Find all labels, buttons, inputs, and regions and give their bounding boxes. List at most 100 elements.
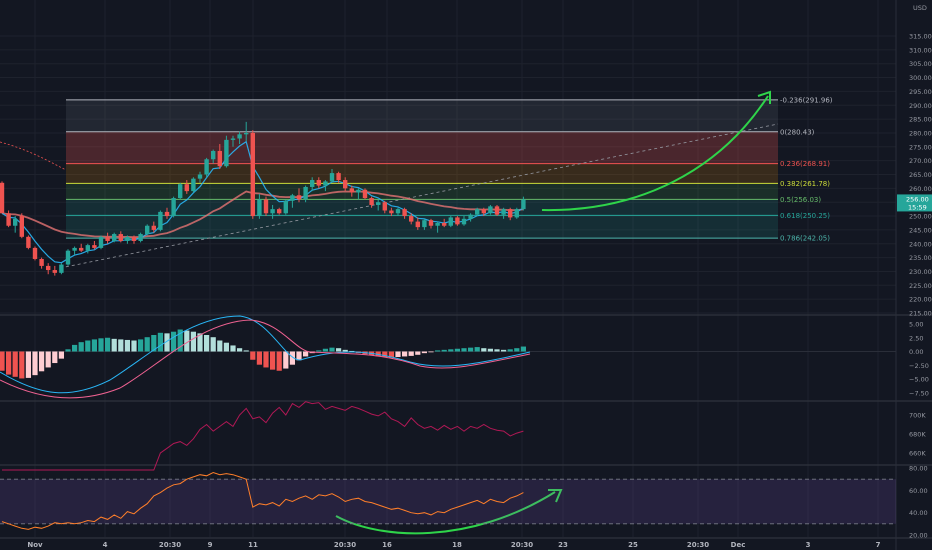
rsi-arc-annotation-icon — [335, 491, 556, 535]
fib-level-label-6: 0.786(242.05) — [780, 235, 830, 243]
candle-body-66 — [435, 222, 440, 226]
obv-tick-1: 680K — [909, 431, 926, 439]
macd-histogram-bar-13 — [85, 340, 91, 352]
macd-histogram-bar-2 — [12, 351, 18, 377]
price-tick-16: 235.00 — [909, 254, 932, 262]
up-arrow-head-icon — [757, 90, 771, 104]
macd-histogram-bar-20 — [131, 340, 137, 352]
macd-tick-1: 2.50 — [909, 334, 923, 342]
candle-body-16 — [105, 236, 110, 241]
candle-body-21 — [138, 234, 143, 241]
fib-retracement[interactable]: -0.236(291.96) 0(280.43) 0.236(268.91) 0.38… — [0, 96, 833, 269]
macd-histogram-bar-18 — [118, 339, 124, 352]
macd-histogram-bar-17 — [111, 338, 117, 352]
obv-tick-0: 700K — [909, 412, 926, 420]
macd-histogram-bar-22 — [144, 337, 150, 352]
candle-body-15 — [98, 236, 104, 248]
macd-tick-3: −2.50 — [909, 362, 929, 370]
candle-body-67 — [442, 222, 447, 226]
macd-histogram-bar-46 — [303, 351, 309, 357]
candle-body-65 — [428, 220, 434, 226]
macd-histogram-bar-0 — [0, 351, 5, 371]
macd-histogram-bar-62 — [408, 351, 414, 356]
macd-histogram-bar-59 — [388, 351, 394, 358]
rsi-tick-1: 60.00 — [909, 487, 928, 495]
macd-histogram-bar-74 — [487, 348, 493, 352]
obv-pane — [2, 401, 524, 471]
candle-body-18 — [118, 234, 123, 241]
macd-histogram-bar-24 — [157, 332, 163, 352]
candle-body-2 — [13, 218, 18, 226]
price-tick-19: 220.00 — [909, 296, 932, 304]
candle-body-54 — [356, 189, 361, 193]
macd-histogram-bar-58 — [382, 351, 388, 357]
candle-body-55 — [362, 189, 368, 199]
candle-body-61 — [402, 209, 407, 217]
time-tick-4: 11 — [248, 541, 258, 549]
price-tick-9: 270.00 — [909, 157, 932, 165]
candle-body-58 — [382, 202, 387, 211]
candle-body-12 — [79, 247, 84, 251]
macd-histogram-bar-41 — [270, 351, 276, 370]
candle-body-34 — [224, 139, 229, 167]
current-price-label: 256.00 — [906, 195, 929, 203]
candle-body-63 — [415, 221, 420, 228]
price-tick-3: 300.00 — [909, 74, 932, 82]
macd-histogram-bar-16 — [105, 337, 111, 352]
price-tick-18: 225.00 — [909, 282, 932, 290]
candle-body-8 — [52, 270, 57, 273]
time-tick-0: Nov — [27, 541, 43, 549]
macd-histogram-bar-26 — [171, 331, 177, 352]
macd-histogram-bar-34 — [223, 342, 229, 352]
candle-body-29 — [191, 178, 196, 192]
trend-line — [59, 123, 779, 269]
price-axis[interactable]: USD 315.00 310.00 305.00 300.00 295.00 290.00 2… — [897, 4, 932, 540]
candle-body-64 — [422, 220, 427, 228]
macd-histogram-bar-39 — [256, 351, 262, 365]
macd-histogram-bar-70 — [461, 348, 467, 352]
macd-histogram-bar-35 — [230, 345, 236, 352]
candle-countdown-label: 15:59 — [908, 203, 927, 211]
candle-body-74 — [488, 206, 493, 214]
time-axis[interactable]: Nov 4 20:30 9 11 20:30 16 18 20:30 23 25 20:30 Dec 3 7 — [27, 541, 880, 549]
macd-histogram-bar-66 — [435, 350, 441, 352]
macd-histogram-bar-1 — [6, 351, 12, 375]
macd-histogram-bar-48 — [316, 350, 322, 352]
price-tick-17: 230.00 — [909, 268, 932, 276]
signal-line — [0, 319, 531, 399]
price-tick-6: 285.00 — [909, 116, 932, 124]
price-tick-2: 305.00 — [909, 60, 932, 68]
candle-body-39 — [257, 199, 262, 217]
candle-body-9 — [59, 264, 64, 273]
macd-histogram-bar-53 — [349, 350, 355, 352]
up-arrow-annotation-icon — [541, 95, 769, 212]
macd-histogram-bar-28 — [184, 330, 190, 352]
candle-body-45 — [296, 195, 302, 200]
rsi-tick-2: 40.00 — [909, 509, 928, 517]
macd-histogram-bar-31 — [204, 335, 210, 352]
candle-body-70 — [461, 218, 467, 225]
candle-body-3 — [19, 216, 24, 237]
macd-histogram-bar-68 — [448, 349, 454, 352]
time-tick-9: 23 — [558, 541, 568, 549]
macd-histogram-bar-15 — [98, 338, 104, 352]
candle-body-4 — [26, 236, 31, 248]
time-tick-1: 4 — [103, 541, 108, 549]
candle-body-71 — [468, 214, 473, 219]
candle-body-27 — [178, 184, 183, 199]
candle-body-28 — [184, 184, 189, 192]
candle-body-60 — [395, 209, 401, 214]
macd-tick-0: 5.00 — [909, 321, 923, 329]
macd-histogram-bar-30 — [197, 333, 203, 352]
macd-histogram-bar-45 — [296, 351, 302, 361]
fib-zone-0 — [66, 99, 778, 132]
obv-line — [2, 401, 524, 471]
price-tick-8: 275.00 — [909, 143, 932, 151]
macd-histogram-bar-25 — [164, 333, 170, 352]
fib-level-label-2: 0.236(268.91) — [780, 160, 830, 168]
candlestick-series — [0, 121, 526, 276]
candle-body-10 — [65, 250, 71, 265]
candle-body-68 — [448, 217, 453, 226]
